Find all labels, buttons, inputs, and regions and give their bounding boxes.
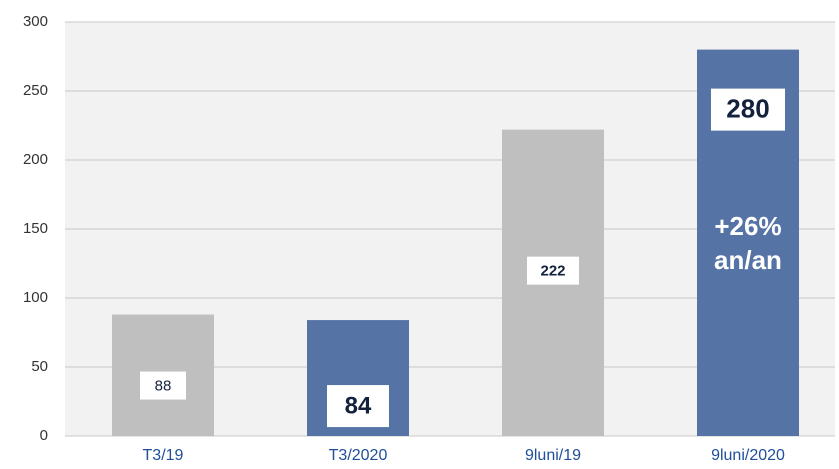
value-label-box — [140, 371, 186, 400]
y-tick-label: 300 — [23, 13, 48, 30]
y-tick-label: 50 — [31, 358, 48, 375]
x-tick-label: 9luni/19 — [525, 447, 581, 464]
value-label: 280 — [726, 93, 769, 123]
annotation: +26% — [714, 211, 781, 241]
value-label: 88 — [155, 378, 172, 395]
value-label: 84 — [345, 392, 372, 419]
value-label: 222 — [540, 263, 565, 280]
y-tick-label: 0 — [40, 427, 48, 444]
annotation: an/an — [714, 245, 782, 275]
value-label-box — [527, 256, 579, 285]
value-label-box — [711, 88, 785, 131]
y-tick-label: 200 — [23, 151, 48, 168]
y-tick-label: 250 — [23, 82, 48, 99]
value-label-box — [327, 385, 389, 428]
x-tick-label: T3/19 — [143, 447, 184, 464]
y-tick-label: 100 — [23, 289, 48, 306]
x-tick-label: T3/2020 — [329, 447, 388, 464]
x-tick-label: 9luni/2020 — [711, 447, 785, 464]
y-tick-label: 150 — [23, 220, 48, 237]
